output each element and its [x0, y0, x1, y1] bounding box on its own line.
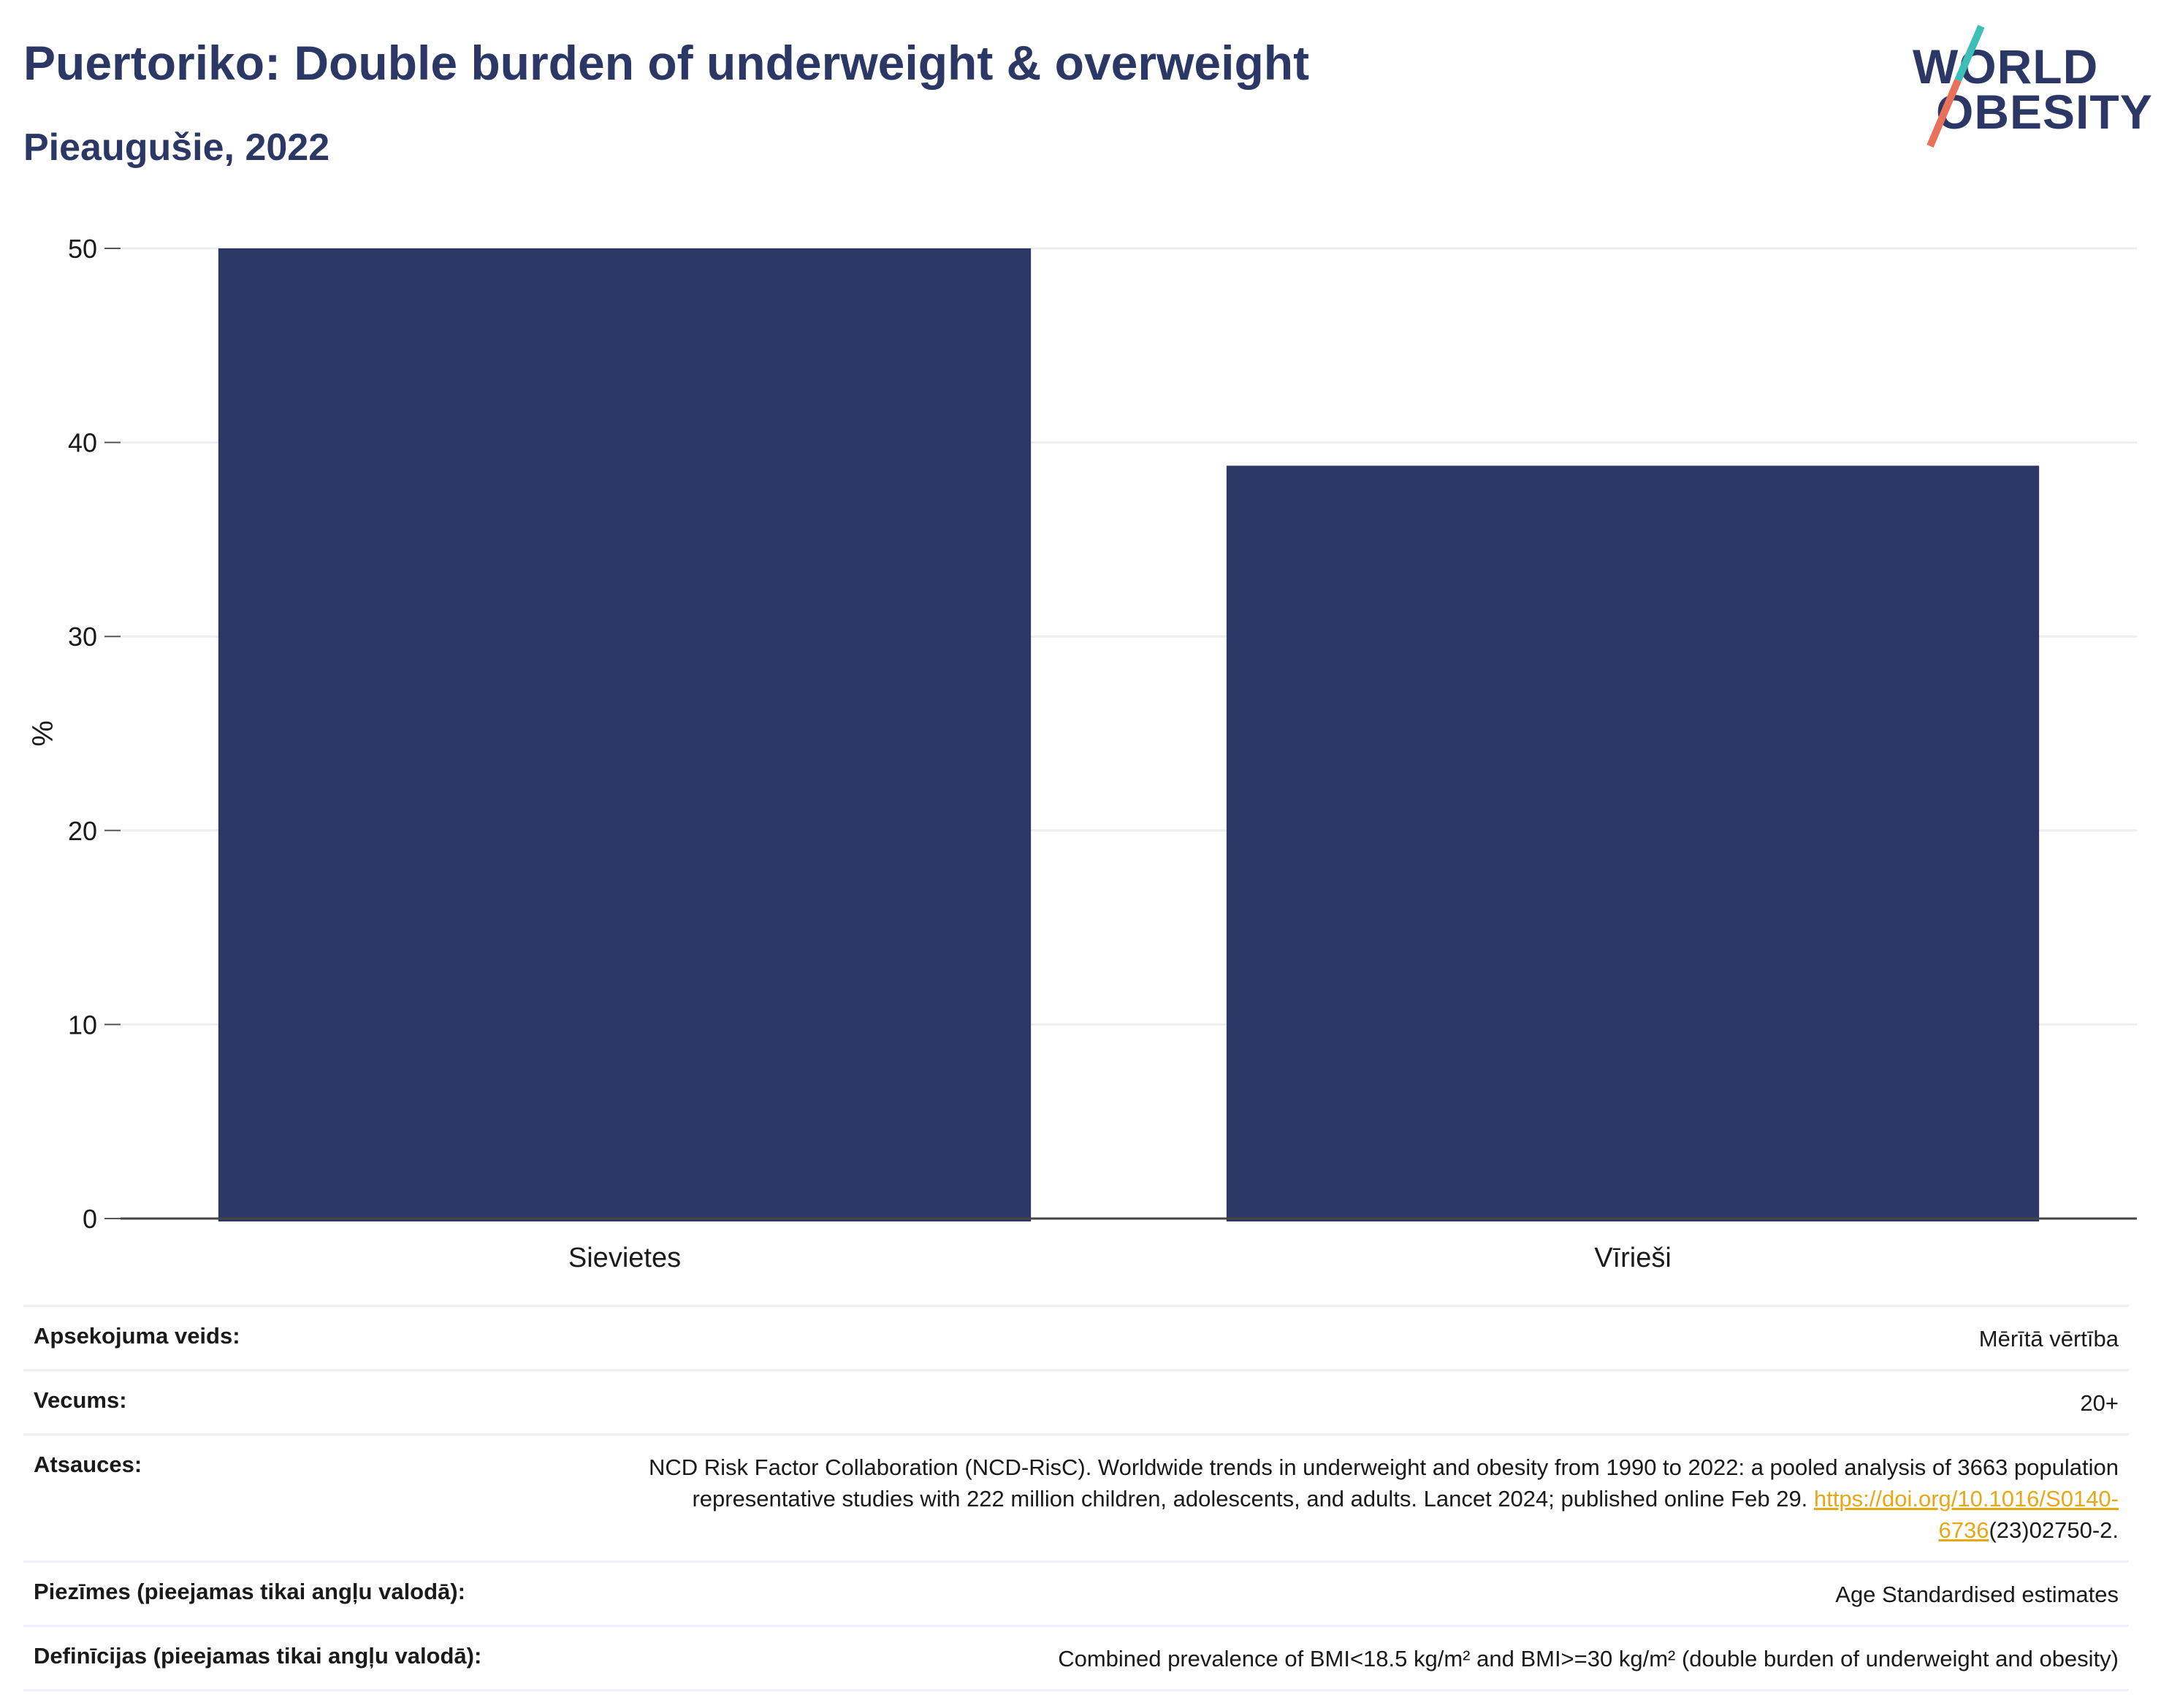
- chart-subtitle: Pieaugušie, 2022: [23, 126, 330, 169]
- info-value-text: Mērītā vērtība: [1978, 1326, 2119, 1351]
- info-table: Apsekojuma veids: Mērītā vērtība Vecums: 20…: [23, 1305, 2129, 1691]
- info-value: NCD Risk Factor Collaboration (NCD-RisC)…: [621, 1452, 2119, 1546]
- y-tick-label: 20: [68, 816, 97, 846]
- y-axis-label: %: [27, 720, 59, 747]
- info-value: 20+: [2080, 1387, 2119, 1419]
- bar: [1226, 465, 2040, 1222]
- y-tick-label: 0: [83, 1204, 97, 1234]
- logo-line2: OBESITY: [1936, 85, 2153, 139]
- x-category-label: Vīrieši: [1594, 1243, 1672, 1273]
- info-row: Vecums: 20+: [23, 1369, 2129, 1433]
- world-obesity-logo: WORLD OBESITY: [1899, 22, 2152, 161]
- x-category-label: Sievietes: [568, 1243, 681, 1273]
- info-value-text: 20+: [2080, 1390, 2119, 1416]
- info-key: Apsekojuma veids:: [34, 1323, 240, 1349]
- chart-title: Puertoriko: Double burden of underweight…: [23, 36, 1310, 90]
- info-value: Age Standardised estimates: [1835, 1579, 2119, 1610]
- info-value: Combined prevalence of BMI<18.5 kg/m² an…: [1058, 1643, 2119, 1674]
- info-key: Definīcijas (pieejamas tikai angļu valod…: [34, 1643, 482, 1669]
- info-value-text: Combined prevalence of BMI<18.5 kg/m² an…: [1058, 1646, 2119, 1671]
- info-value-text: Age Standardised estimates: [1835, 1582, 2119, 1607]
- info-key: Piezīmes (pieejamas tikai angļu valodā):: [34, 1579, 465, 1604]
- info-row: Piezīmes (pieejamas tikai angļu valodā):…: [23, 1560, 2129, 1625]
- info-row: Atsauces: NCD Risk Factor Collaboration (…: [23, 1433, 2129, 1560]
- info-value: Mērītā vērtība: [1979, 1323, 2119, 1354]
- logo-line1: WORLD: [1913, 39, 2099, 94]
- bar: [218, 248, 1032, 1221]
- reference-link[interactable]: https://doi.org/10.1016/S0140-6736: [1813, 1486, 2119, 1543]
- y-tick-label: 30: [68, 622, 97, 652]
- bar-chart: 0 10 20 30 40 50 Sievietes Vīrieši%: [27, 234, 2137, 1273]
- logo-slash-icon: [1926, 25, 1985, 148]
- info-key: Vecums:: [34, 1387, 127, 1413]
- y-tick-label: 50: [68, 234, 97, 264]
- y-tick-label: 10: [68, 1010, 97, 1040]
- info-key: Atsauces:: [34, 1452, 142, 1477]
- info-row: Apsekojuma veids: Mērītā vērtība: [23, 1305, 2129, 1369]
- info-row: Definīcijas (pieejamas tikai angļu valod…: [23, 1625, 2129, 1691]
- reference-link-suffix: (23)02750-2.: [1989, 1517, 2119, 1543]
- info-value-text: NCD Risk Factor Collaboration (NCD-RisC)…: [648, 1455, 2119, 1511]
- y-tick-label: 40: [68, 428, 97, 458]
